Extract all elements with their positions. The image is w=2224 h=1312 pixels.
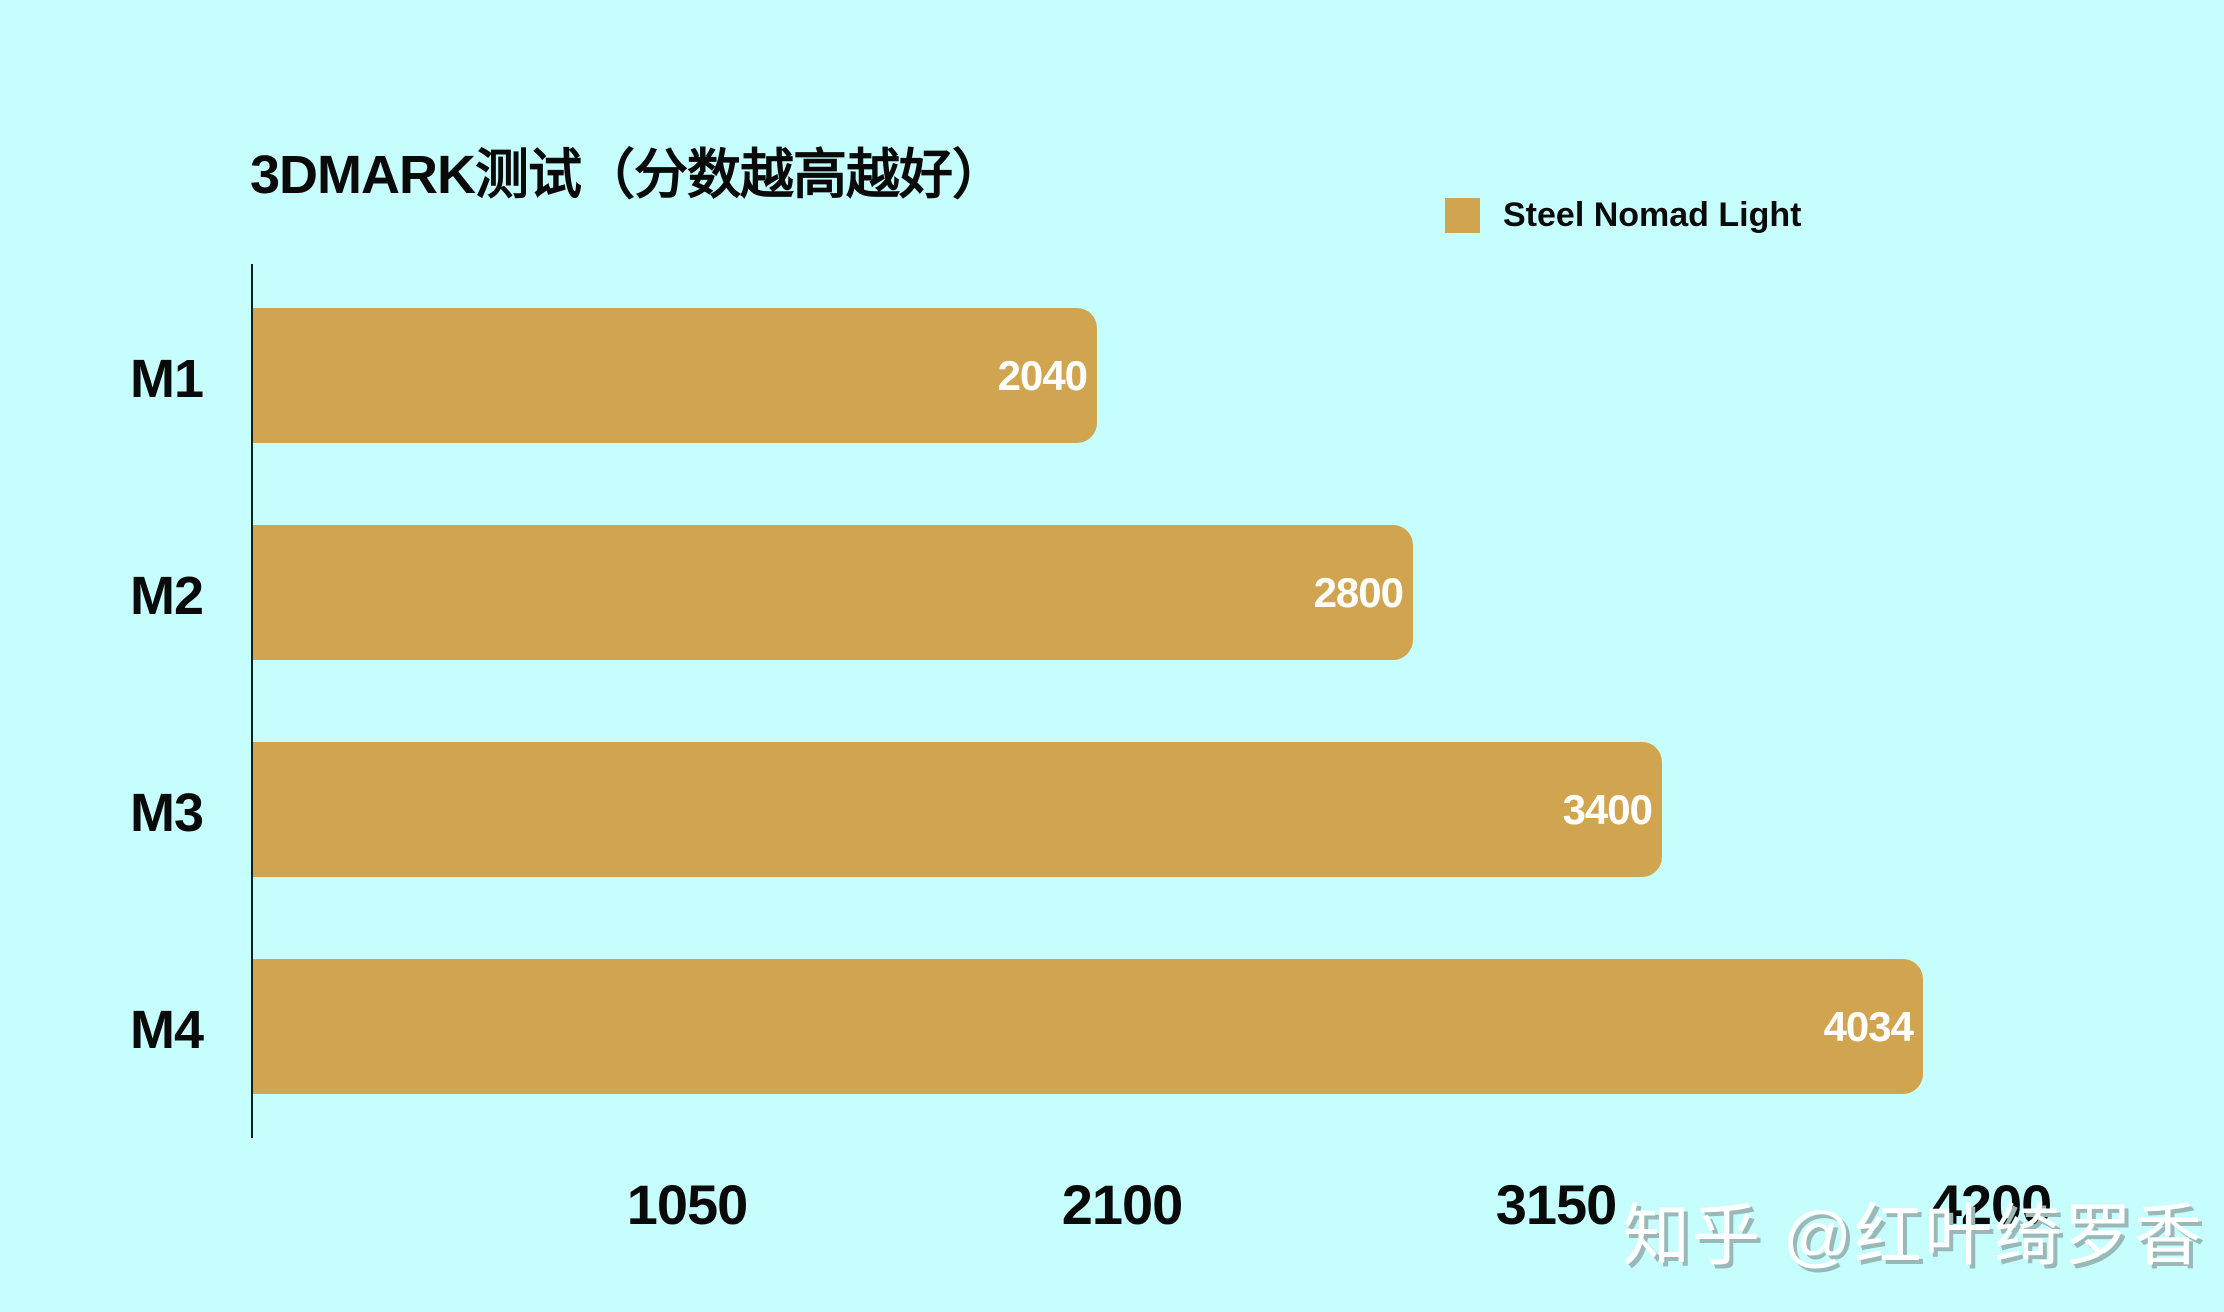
legend: Steel Nomad Light: [1445, 196, 1801, 235]
bar-value-m2: 2800: [1313, 568, 1404, 616]
x-tick-1050: 1050: [626, 1173, 749, 1236]
chart-title: 3DMARK测试（分数越高越好）: [250, 145, 1006, 205]
bar-value-m3: 3400: [1562, 785, 1653, 833]
legend-swatch-icon: [1445, 198, 1480, 233]
category-label-m1: M1: [130, 349, 204, 409]
category-label-m4: M4: [130, 1000, 204, 1060]
x-tick-3150: 3150: [1495, 1173, 1618, 1236]
watermark: 知乎 @红叶绮罗香: [1622, 1198, 2204, 1274]
category-label-m2: M2: [130, 566, 204, 626]
bar-m2: 2800: [253, 525, 1413, 660]
category-label-m3: M3: [130, 783, 204, 843]
bar-value-m4: 4034: [1823, 1002, 1914, 1050]
bar-m3: 3400: [253, 742, 1662, 877]
x-tick-4200: 4200: [1930, 1173, 2053, 1236]
bar-value-m1: 2040: [997, 351, 1088, 399]
bar-m4: 4034: [253, 959, 1923, 1094]
y-axis-line: [251, 264, 253, 1138]
x-tick-2100: 2100: [1061, 1173, 1184, 1236]
legend-label: Steel Nomad Light: [1503, 196, 1802, 234]
bar-m1: 2040: [253, 308, 1097, 443]
